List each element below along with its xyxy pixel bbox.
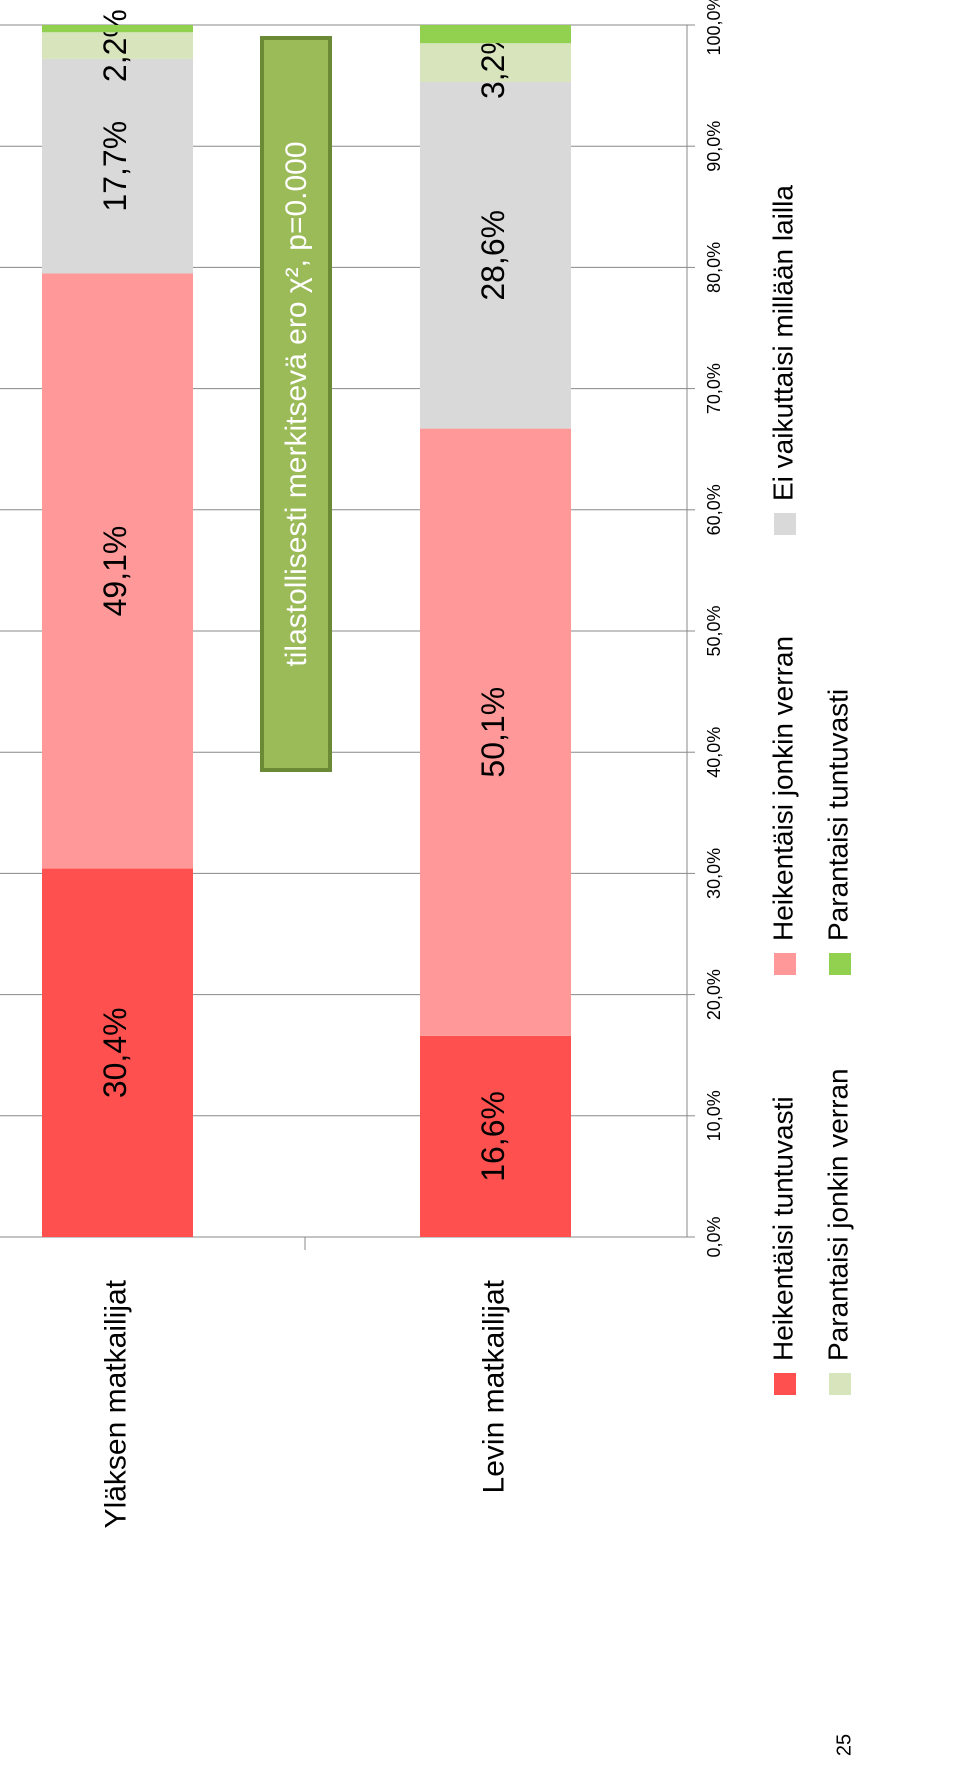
data-label: 17,7% (97, 121, 133, 212)
x-tick-label: 90,0% (704, 121, 724, 172)
bar-segment (420, 428, 571, 1036)
data-label: 16,6% (475, 1091, 511, 1182)
legend-label: Heikentäisi tuntuvasti (767, 1096, 798, 1361)
x-tick-label: 0,0% (704, 1216, 724, 1257)
bar-segment (420, 43, 571, 82)
x-tick-label: 50,0% (704, 605, 724, 656)
legend-label: Parantaisi jonkin verran (822, 1068, 853, 1361)
legend-swatch (829, 953, 851, 975)
rotated-chart: 0,0% 10,0% 20,0% 30,0% 40,0% 50,0% 60,0% 70,0% 8… (0, 0, 855, 1756)
bar-segment (42, 24, 193, 33)
data-label: 49,1% (97, 526, 133, 617)
legend-swatch (829, 1373, 851, 1395)
legend-label: Heikentäisi jonkin verran (767, 636, 798, 941)
legend-swatch (774, 953, 796, 975)
data-label: 28,6% (475, 210, 511, 301)
x-tick-label: 80,0% (704, 242, 724, 293)
legend-label: Ei vaikuttaisi millään lailla (767, 185, 798, 501)
category-label: Yläksen matkailijat (99, 1279, 132, 1528)
bar-segment (420, 25, 571, 44)
x-tick-label: 10,0% (704, 1090, 724, 1141)
legend-swatch (774, 1373, 796, 1395)
bar-segment (42, 273, 193, 869)
data-label: 30,4% (97, 1007, 133, 1098)
x-tick-label: 20,0% (704, 969, 724, 1020)
annotation-box (260, 36, 332, 772)
x-tick-label: 100,0% (704, 0, 724, 56)
x-tick-label: 60,0% (704, 484, 724, 535)
x-tick-label: 70,0% (704, 363, 724, 414)
annotation: tilastollisesti merkitsevä ero χ², p=0.0… (280, 141, 313, 666)
bar-segment (42, 32, 193, 59)
legend-swatch (774, 513, 796, 535)
data-label: 2,2% (97, 9, 133, 82)
bar-segment (42, 868, 193, 1237)
x-tick-label: 40,0% (704, 727, 724, 778)
bar-segment (420, 81, 571, 429)
data-label: 50,1% (475, 687, 511, 778)
category-label: Levin matkailijat (477, 1279, 510, 1493)
legend-label: Parantaisi tuntuvasti (822, 689, 853, 941)
x-tick-label: 30,0% (704, 848, 724, 899)
bar-segment (420, 1035, 571, 1237)
bar-segment (42, 58, 193, 274)
slide-number: 25 (833, 1734, 855, 1756)
